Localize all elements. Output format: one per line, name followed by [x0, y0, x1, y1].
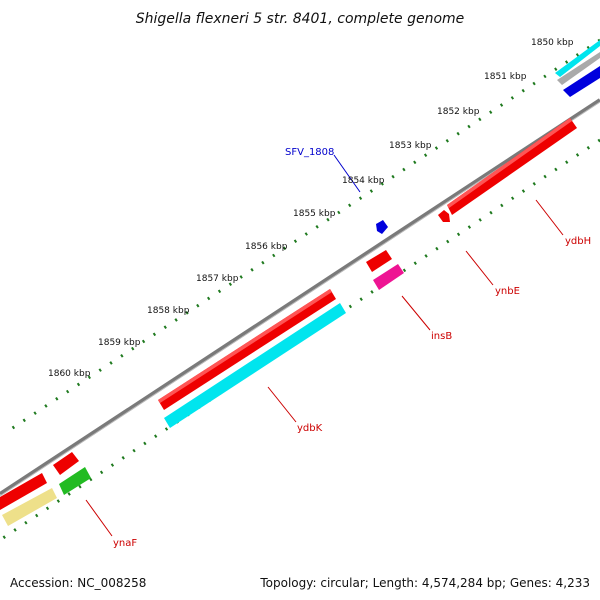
cds-SFV_1808 — [376, 220, 388, 234]
cds-small-red-b — [53, 452, 79, 475]
scale-labels: 1850 kbp 1851 kbp 1852 kbp 1853 kbp 1854… — [48, 38, 574, 379]
gene-label-insB: insB — [431, 331, 452, 342]
scale-label-1859: 1859 kbp — [98, 338, 141, 348]
genome-summary-text: Topology: circular; Length: 4,574,284 bp… — [259, 576, 590, 590]
cds-ydbH — [447, 118, 577, 215]
scale-label-1855: 1855 kbp — [293, 209, 336, 219]
scale-label-1857: 1857 kbp — [196, 274, 239, 284]
gene-labels: SFV_1808 ydbH ynbE insB ydbK ynaF — [113, 147, 591, 549]
scale-label-1851: 1851 kbp — [484, 72, 527, 82]
gene-label-ynaF: ynaF — [113, 538, 137, 549]
gene-label-ynbE: ynbE — [495, 286, 520, 297]
scale-label-1856: 1856 kbp — [245, 242, 288, 252]
cds-gray-top — [557, 52, 600, 85]
cds-cyan-top — [555, 40, 600, 77]
scale-label-1853: 1853 kbp — [389, 141, 432, 151]
cds-ydbK-red — [158, 289, 336, 410]
scale-label-1850: 1850 kbp — [531, 38, 574, 48]
cds-khaki-left — [2, 488, 57, 526]
cds-ynaF-green — [59, 467, 91, 495]
cds-ydbK-cyan — [164, 303, 346, 428]
cds-blue-top — [563, 66, 600, 97]
leader-lines — [85, 154, 564, 537]
scale-label-1854: 1854 kbp — [342, 176, 385, 186]
accession-text: Accession: NC_008258 — [10, 576, 146, 590]
gene-label-ydbH: ydbH — [565, 236, 591, 247]
scale-label-1860: 1860 kbp — [48, 369, 91, 379]
cds-ynbE — [366, 250, 392, 272]
cds-red-left — [0, 473, 47, 510]
cds-small-red-a — [438, 210, 450, 222]
gene-label-ydbK: ydbK — [297, 423, 323, 434]
map-title: Shigella flexneri 5 str. 8401, complete … — [136, 11, 465, 27]
cds-insB — [373, 264, 404, 290]
scale-label-1852: 1852 kbp — [437, 107, 480, 117]
outer-tick-track — [4, 38, 600, 435]
gene-label-SFV_1808: SFV_1808 — [285, 147, 334, 158]
genome-backbone — [0, 98, 600, 497]
scale-label-1858: 1858 kbp — [147, 306, 190, 316]
